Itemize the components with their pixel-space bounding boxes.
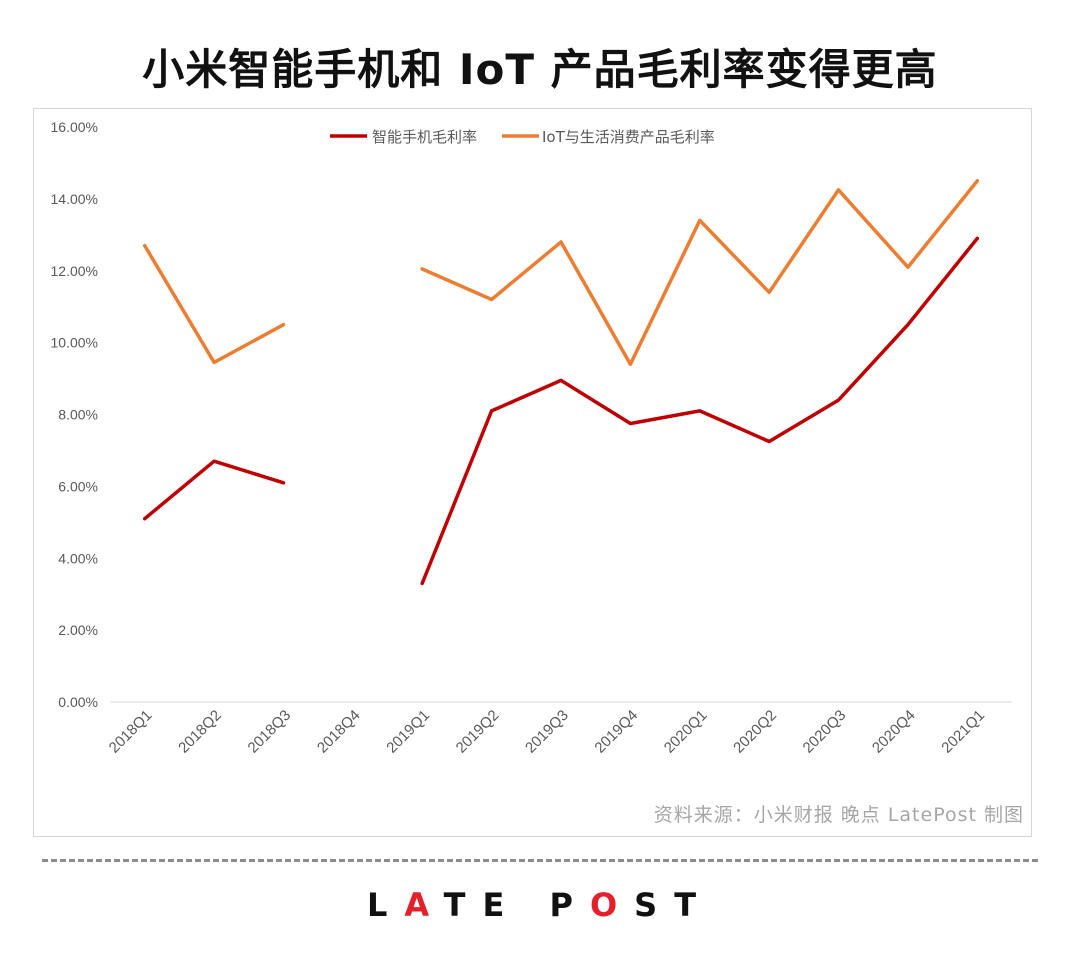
data-point bbox=[628, 362, 632, 366]
y-tick-label: 8.00% bbox=[58, 407, 98, 423]
x-axis-ticks: 2018Q1 2018Q2 2018Q3 2018Q4 2019Q1 2019Q2 2019… bbox=[106, 707, 988, 757]
x-tick-label: 2020Q2 bbox=[730, 707, 780, 757]
x-tick-label: 2020Q4 bbox=[869, 707, 919, 757]
data-point bbox=[837, 188, 841, 192]
data-point bbox=[559, 240, 563, 244]
data-point bbox=[837, 398, 841, 402]
y-axis-ticks: 0.00% 2.00% 4.00% 6.00% 8.00% 10.00% 12.00% 14.… bbox=[51, 119, 98, 710]
source-note: 资料来源：小米财报 晚点 LatePost 制图 bbox=[653, 804, 1024, 826]
data-point bbox=[143, 517, 147, 521]
data-point bbox=[420, 267, 424, 271]
y-tick-label: 2.00% bbox=[58, 622, 98, 638]
data-point bbox=[281, 323, 285, 327]
data-point bbox=[420, 581, 424, 585]
x-tick-label: 2018Q3 bbox=[245, 707, 295, 757]
x-tick-label: 2020Q3 bbox=[800, 707, 850, 757]
data-point bbox=[698, 409, 702, 413]
y-tick-label: 6.00% bbox=[58, 478, 98, 494]
series-line-segment bbox=[420, 179, 980, 366]
chart-title: 小米智能手机和 IoT 产品毛利率变得更高 bbox=[142, 45, 938, 94]
y-tick-label: 12.00% bbox=[51, 263, 98, 279]
x-tick-label: 2021Q1 bbox=[938, 707, 988, 757]
x-tick-label: 2019Q1 bbox=[383, 707, 433, 757]
data-point bbox=[698, 218, 702, 222]
data-point bbox=[490, 409, 494, 413]
data-point bbox=[767, 439, 771, 443]
series-0 bbox=[142, 236, 980, 586]
latepost-logo: LATE POST bbox=[366, 886, 714, 924]
data-point bbox=[281, 481, 285, 485]
dashed-divider bbox=[42, 859, 1038, 862]
x-tick-label: 2019Q2 bbox=[453, 707, 503, 757]
data-point bbox=[906, 323, 910, 327]
x-tick-label: 2019Q3 bbox=[522, 707, 572, 757]
series-1 bbox=[142, 179, 980, 366]
data-point bbox=[212, 459, 216, 463]
data-point bbox=[975, 179, 979, 183]
data-point bbox=[906, 265, 910, 269]
series-line-segment bbox=[142, 243, 286, 365]
data-point bbox=[143, 244, 147, 248]
x-tick-label: 2019Q4 bbox=[591, 707, 641, 757]
legend-label: 智能手机毛利率 bbox=[372, 128, 477, 146]
data-point bbox=[628, 421, 632, 425]
y-tick-label: 16.00% bbox=[51, 119, 98, 135]
x-tick-label: 2020Q1 bbox=[661, 707, 711, 757]
y-tick-label: 14.00% bbox=[51, 191, 98, 207]
data-point bbox=[975, 236, 979, 240]
x-tick-label: 2018Q2 bbox=[175, 707, 225, 757]
x-tick-label: 2018Q4 bbox=[314, 707, 364, 757]
series-layer bbox=[142, 179, 980, 586]
legend-label: IoT与生活消费产品毛利率 bbox=[542, 128, 715, 146]
y-tick-label: 0.00% bbox=[58, 694, 98, 710]
y-tick-label: 4.00% bbox=[58, 550, 98, 566]
data-point bbox=[767, 290, 771, 294]
legend: 智能手机毛利率 IoT与生活消费产品毛利率 bbox=[330, 128, 715, 146]
data-point bbox=[212, 360, 216, 364]
data-point bbox=[490, 298, 494, 301]
data-point bbox=[559, 378, 563, 382]
x-tick-label: 2018Q1 bbox=[106, 707, 156, 757]
y-tick-label: 10.00% bbox=[51, 335, 98, 351]
series-line-segment bbox=[142, 459, 286, 521]
